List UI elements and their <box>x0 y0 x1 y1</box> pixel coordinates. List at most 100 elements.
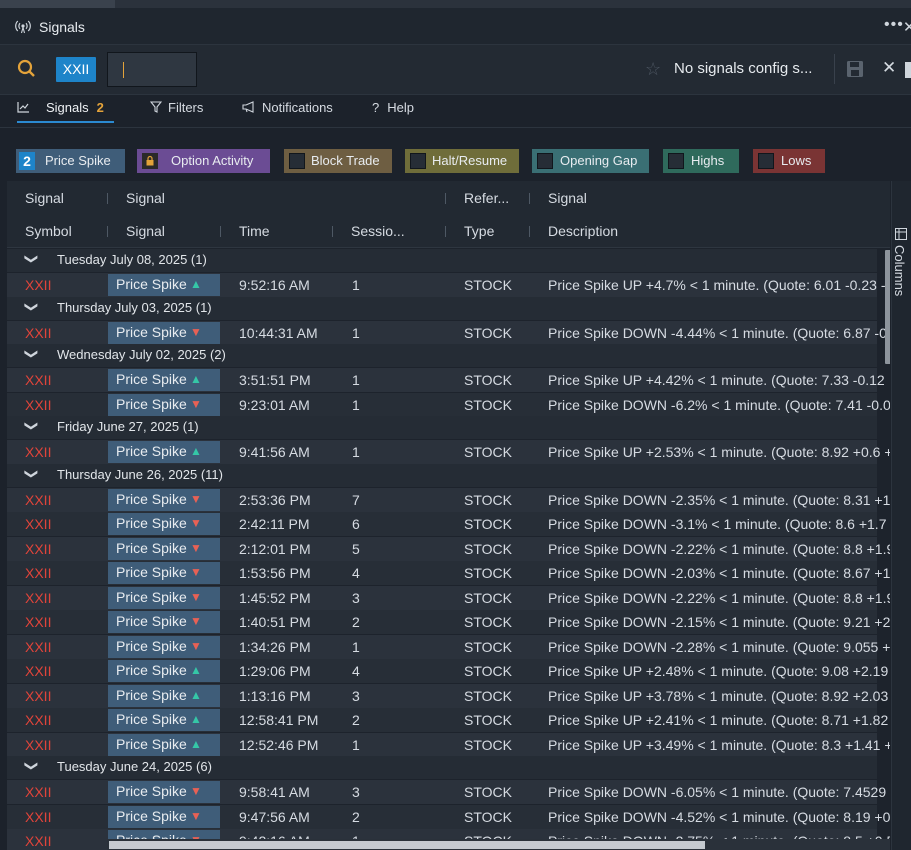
col-type[interactable]: Type <box>464 223 495 239</box>
opening-gap-checkbox[interactable] <box>537 153 553 169</box>
symbol-cell[interactable]: XXII <box>25 516 52 532</box>
col-time[interactable]: Time <box>239 223 270 239</box>
lows-checkbox[interactable] <box>758 153 774 169</box>
col-group-signal-2[interactable]: Signal <box>126 190 165 206</box>
signal-chip: Price Spike ▲ <box>108 709 220 731</box>
group-header[interactable]: ❯ Tuesday July 08, 2025 (1) <box>7 249 877 272</box>
symbol-cell[interactable]: XXII <box>25 687 52 704</box>
symbol-cell[interactable]: XXII <box>25 396 52 413</box>
halt-resume-checkbox[interactable] <box>410 153 426 169</box>
col-group-reference[interactable]: Refer... <box>464 190 510 206</box>
search-icon[interactable] <box>17 59 37 82</box>
col-signal[interactable]: Signal <box>126 223 165 239</box>
window-close-icon[interactable]: ✕ <box>903 19 911 36</box>
chevron-down-icon[interactable]: ❯ <box>24 348 40 360</box>
arrow-down-icon: ▼ <box>190 589 202 604</box>
group-header[interactable]: ❯ Wednesday July 02, 2025 (2) <box>7 344 877 367</box>
filter-lows[interactable]: Lows <box>753 149 825 173</box>
filter-price-spike[interactable]: 2 Price Spike <box>16 149 125 173</box>
symbol-cell[interactable]: XXII <box>25 540 52 557</box>
tab-filters[interactable]: Filters <box>149 100 203 115</box>
symbol-cell[interactable]: XXII <box>25 614 52 630</box>
description-cell: Price Spike DOWN -6.2% < 1 minute. (Quot… <box>548 396 890 413</box>
col-symbol[interactable]: Symbol <box>25 223 72 239</box>
symbol-cell[interactable]: XXII <box>25 324 52 341</box>
table-row[interactable]: XXII Price Spike ▲ 12:52:46 PM 1 STOCK Price S… <box>7 732 890 757</box>
symbol-cell[interactable]: XXII <box>25 372 52 388</box>
chevron-down-icon[interactable]: ❯ <box>24 760 40 772</box>
symbol-cell[interactable]: XXII <box>25 784 52 800</box>
symbol-cell[interactable]: XXII <box>25 638 52 655</box>
group-header[interactable]: ❯ Friday June 27, 2025 (1) <box>7 416 877 439</box>
signal-chip: Price Spike▼ <box>108 805 220 828</box>
symbol-cell[interactable]: XXII <box>25 808 52 825</box>
scroll-handle[interactable] <box>905 62 911 78</box>
signal-label: Price Spike <box>116 539 187 556</box>
symbol-chip[interactable]: XXII <box>56 57 96 82</box>
symbol-cell[interactable]: XXII <box>25 491 52 508</box>
filter-block-trade[interactable]: Block Trade <box>284 149 392 173</box>
symbol-cell[interactable]: XXII <box>25 565 52 581</box>
time-cell: 12:58:41 PM <box>239 712 319 728</box>
filter-halt-resume[interactable]: Halt/Resume <box>405 149 519 173</box>
filter-opening-gap[interactable]: Opening Gap <box>532 149 649 173</box>
table-row[interactable]: XXII Price Spike ▲ 3:51:51 PM 1 STOCK Price Sp… <box>7 368 885 392</box>
highs-checkbox[interactable] <box>668 153 684 169</box>
symbol-cell[interactable]: XXII <box>25 589 52 606</box>
chevron-down-icon[interactable]: ❯ <box>24 468 40 479</box>
favorite-star-icon[interactable]: ☆ <box>645 59 662 79</box>
vertical-scrollbar[interactable] <box>885 250 890 364</box>
signal-chip: Price Spike ▲ <box>108 684 220 707</box>
table-row[interactable]: XXII Price Spike ▲ 12:58:41 PM 2 STOCK Price S… <box>7 708 888 732</box>
table-row[interactable]: XXII Price Spike ▼ 2:42:11 PM 6 STOCK Price Sp… <box>7 512 886 536</box>
tab-notifications[interactable]: Notifications <box>242 100 333 115</box>
filter-highs[interactable]: Highs <box>663 149 739 173</box>
group-header[interactable]: ❯ Thursday June 26, 2025 (11) <box>7 463 877 487</box>
signal-chip: Price Spike ▲ <box>108 369 220 391</box>
arrow-down-icon: ▼ <box>190 324 202 339</box>
table-row[interactable]: XXII Price Spike ▼ 2:53:36 PM 7 STOCK Price Sp… <box>7 487 890 512</box>
block-trade-checkbox[interactable] <box>289 153 305 169</box>
chevron-down-icon[interactable]: ❯ <box>24 253 40 265</box>
save-icon[interactable] <box>846 60 864 81</box>
signals-config-label[interactable]: No signals config s... <box>674 60 813 77</box>
symbol-cell[interactable]: XXII <box>25 833 52 849</box>
symbol-cell[interactable]: XXII <box>25 663 52 679</box>
table-row[interactable]: XXII Price Spike ▼ 10:44:31 AM 1 STOCK Price S… <box>7 320 887 345</box>
table-row[interactable]: XXII Price Spike ▲ 9:52:16 AM 1 STOCK Price Sp… <box>7 273 890 297</box>
table-row[interactable]: XXII Price Spike ▼ 1:45:52 PM 3 STOCK Price Sp… <box>7 585 890 610</box>
horizontal-scrollbar[interactable] <box>109 841 705 849</box>
table-row[interactable]: XXII Price Spike ▲ 1:13:16 PM 3 STOCK Price Sp… <box>7 683 888 708</box>
col-group-signal[interactable]: Signal <box>25 190 64 206</box>
col-description[interactable]: Description <box>548 223 619 239</box>
chevron-down-icon[interactable]: ❯ <box>24 420 40 432</box>
group-header[interactable]: ❯ Tuesday June 24, 2025 (6) <box>7 756 877 779</box>
symbol-cell[interactable]: XXII <box>25 712 52 728</box>
table-row[interactable]: XXII Price Spike ▼ 9:47:56 AM 2 STOCK Price Sp… <box>7 804 890 829</box>
columns-side-panel[interactable]: Columns <box>891 181 911 850</box>
table-row[interactable]: XXII Price Spike ▲ 9:41:56 AM 1 STOCK Price Sp… <box>7 440 890 464</box>
symbol-cell[interactable]: XXII <box>25 277 52 293</box>
table-row[interactable]: XXII Price Spike ▲ 1:29:06 PM 4 STOCK Price Sp… <box>7 659 888 683</box>
col-group-signal-3[interactable]: Signal <box>548 190 587 206</box>
symbol-cell[interactable]: XXII <box>25 444 52 460</box>
table-row[interactable]: XXII Price Spike ▼ 1:34:26 PM 1 STOCK Price Sp… <box>7 634 890 659</box>
table-row[interactable]: XXII Price Spike ▼ 1:40:51 PM 2 STOCK Price Sp… <box>7 610 890 634</box>
arrow-up-icon: ▲ <box>190 372 202 386</box>
symbol-cell[interactable]: XXII <box>25 736 52 753</box>
filter-option-activity[interactable]: Option Activity <box>137 149 270 173</box>
more-options-icon[interactable]: ••• <box>884 16 904 33</box>
table-row[interactable]: XXII Price Spike ▼ 9:23:01 AM 1 STOCK Price Sp… <box>7 392 890 417</box>
close-icon[interactable]: ✕ <box>882 58 897 77</box>
table-row[interactable]: XXII Price Spike ▼ 9:58:41 AM 3 STOCK Price Sp… <box>7 780 886 804</box>
table-row[interactable]: XXII Price Spike ▼ 2:12:01 PM 5 STOCK Price Sp… <box>7 536 890 561</box>
tab-help[interactable]: ? Help <box>372 100 414 115</box>
top-tab[interactable] <box>0 0 115 8</box>
table-row[interactable]: XXII Price Spike ▼ 1:53:56 PM 4 STOCK Price Sp… <box>7 561 890 585</box>
symbol-input[interactable] <box>107 52 197 87</box>
group-header[interactable]: ❯ Thursday July 03, 2025 (1) <box>7 296 877 320</box>
chevron-down-icon[interactable]: ❯ <box>24 301 40 312</box>
time-cell: 2:42:11 PM <box>239 516 310 532</box>
tab-signals[interactable]: Signals 2 <box>17 100 104 115</box>
col-session[interactable]: Sessio... <box>351 223 405 239</box>
